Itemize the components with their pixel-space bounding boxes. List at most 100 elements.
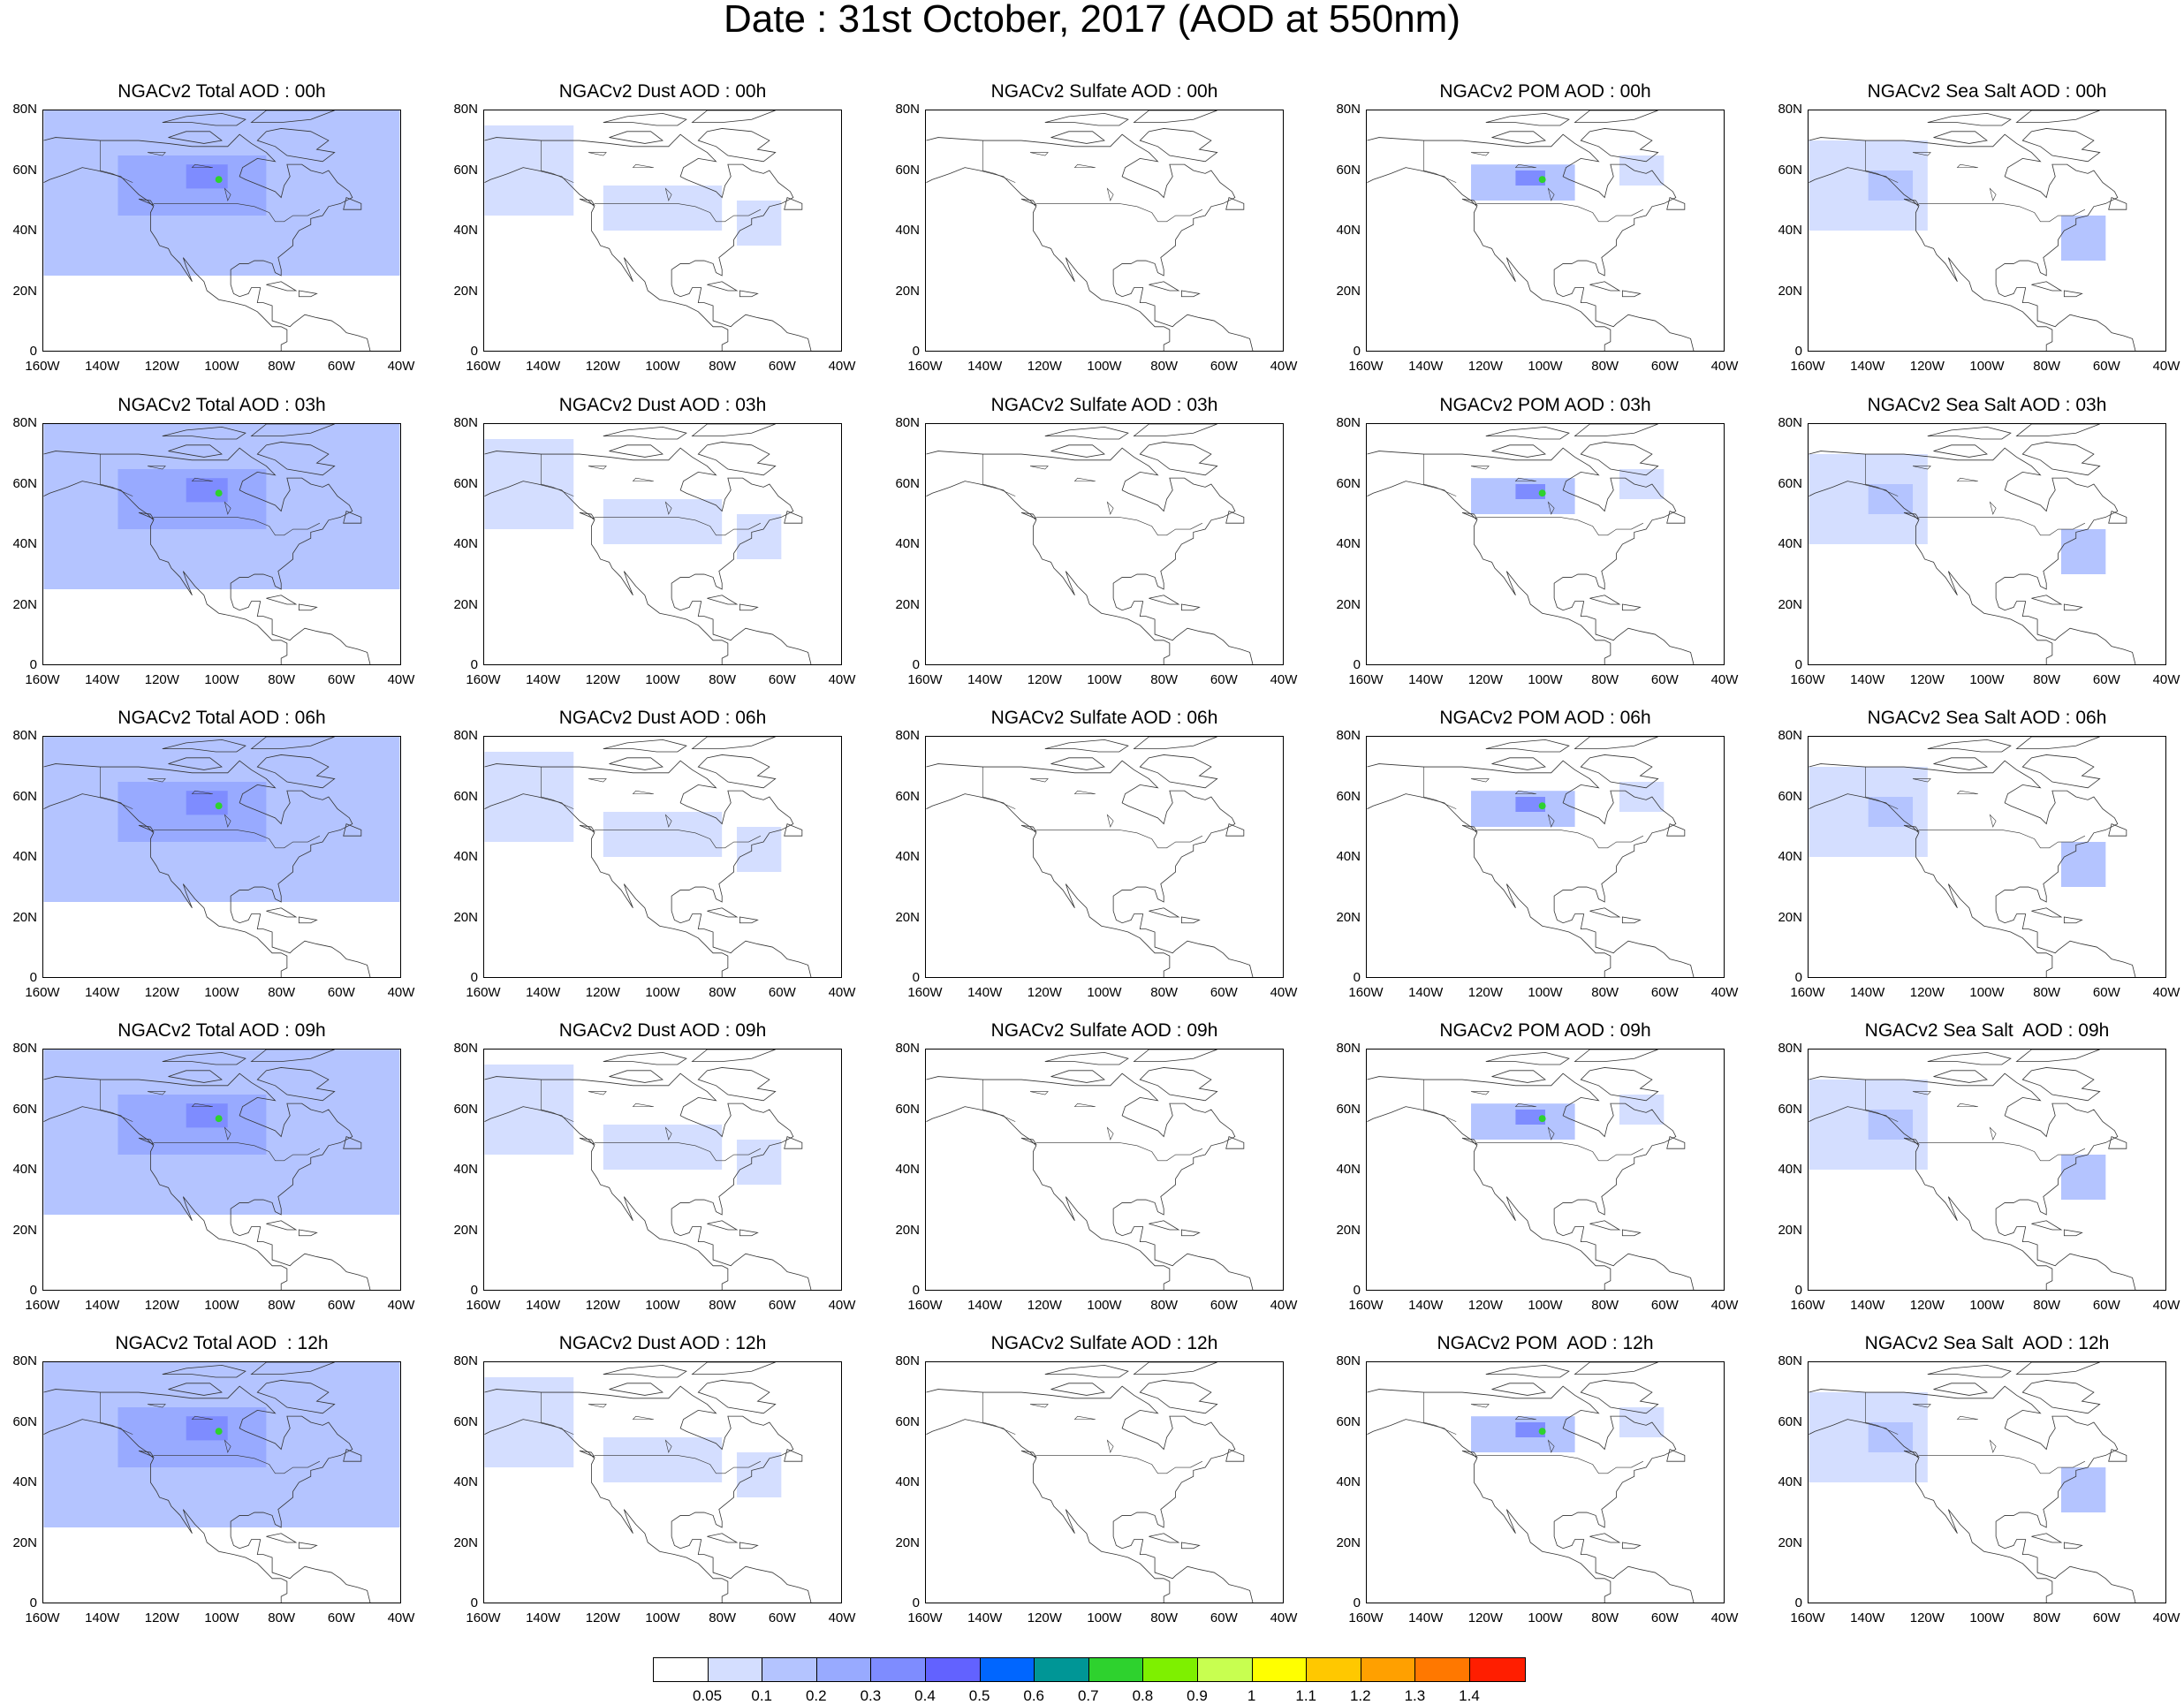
island-outline xyxy=(266,1220,298,1231)
colorbar-tick-label: 1.2 xyxy=(1349,1687,1371,1704)
lake-outline xyxy=(1073,790,1096,794)
alaska-border xyxy=(1423,1080,1457,1122)
map-frame xyxy=(1808,110,2166,352)
island-outline xyxy=(1574,110,1658,123)
x-tick-label: 160W xyxy=(907,672,943,687)
x-tick-label: 140W xyxy=(967,985,1003,1000)
coastline-east xyxy=(43,1072,371,1290)
colorbar-tick-label: 0.6 xyxy=(1023,1687,1045,1704)
island-outline xyxy=(168,444,223,458)
map-frame xyxy=(1366,110,1725,352)
island-outline xyxy=(1491,444,1546,458)
lake-outline xyxy=(1956,790,1978,794)
x-tick-label: 80W xyxy=(2033,985,2061,1000)
island-outline xyxy=(168,131,223,144)
y-tick-label: 40N xyxy=(12,849,37,864)
x-tick-label: 160W xyxy=(1790,1298,1825,1313)
y-tick-label: 40N xyxy=(453,223,478,238)
island-outline xyxy=(1050,131,1105,144)
island-outline xyxy=(1574,1362,1658,1375)
island-outline xyxy=(603,112,687,126)
map-frame xyxy=(42,110,401,352)
island-outline xyxy=(707,281,739,292)
y-tick-label: 60N xyxy=(1336,162,1361,178)
map-frame xyxy=(1808,1049,2166,1291)
island-outline xyxy=(2108,511,2127,524)
y-tick-label: 60N xyxy=(1336,1101,1361,1117)
alaska-border xyxy=(982,140,1016,183)
map-frame xyxy=(925,1361,1284,1603)
x-tick-label: 120W xyxy=(585,1610,620,1625)
island-outline xyxy=(343,1449,362,1462)
island-outline xyxy=(697,754,777,789)
aod-shading xyxy=(484,125,574,216)
lake-outline xyxy=(191,163,213,168)
x-tick-label: 60W xyxy=(2092,672,2120,687)
x-tick-label: 40W xyxy=(387,359,415,374)
us-canada-border xyxy=(1035,203,1203,223)
x-tick-label: 80W xyxy=(268,359,296,374)
y-tick-label: 20N xyxy=(1336,1222,1361,1238)
island-outline xyxy=(256,128,336,163)
coastline-east xyxy=(1367,447,1695,664)
x-tick-label: 60W xyxy=(1210,1298,1238,1313)
aod-shading xyxy=(484,1377,574,1467)
island-outline xyxy=(1933,444,1988,458)
x-tick-label: 100W xyxy=(1969,359,2005,374)
colorbar-box xyxy=(1035,1658,1089,1681)
lake-outline xyxy=(1912,778,1931,783)
island-outline xyxy=(168,757,223,770)
lake-outline xyxy=(1989,814,1997,828)
y-tick-label: 0 xyxy=(1794,657,1802,672)
x-tick-label: 40W xyxy=(2152,1298,2180,1313)
lake-outline xyxy=(147,152,166,156)
lake-outline xyxy=(1514,477,1536,481)
island-outline xyxy=(1133,1050,1217,1062)
x-tick-label: 140W xyxy=(85,985,120,1000)
map-frame xyxy=(42,736,401,978)
x-tick-label: 100W xyxy=(204,359,239,374)
y-tick-label: 20N xyxy=(1778,1222,1802,1238)
lake-outline xyxy=(1989,501,1997,515)
y-tick-label: 80N xyxy=(453,415,478,430)
lake-outline xyxy=(1989,187,1997,201)
x-tick-label: 160W xyxy=(466,1298,501,1313)
x-tick-label: 120W xyxy=(585,1298,620,1313)
us-canada-border xyxy=(153,1455,321,1474)
island-outline xyxy=(1149,1220,1180,1231)
alaska-border xyxy=(1423,767,1457,809)
lake-outline xyxy=(1470,466,1490,470)
x-tick-label: 140W xyxy=(1850,1298,1885,1313)
lake-outline xyxy=(147,1091,166,1095)
y-tick-label: 40N xyxy=(895,223,920,238)
island-outline xyxy=(1933,757,1988,770)
y-tick-label: 60N xyxy=(453,1101,478,1117)
us-canada-border xyxy=(153,830,321,849)
coastline-west xyxy=(484,1106,729,1290)
coastline-east xyxy=(1367,1385,1695,1603)
y-tick-label: 20N xyxy=(1336,283,1361,299)
x-tick-label: 40W xyxy=(387,672,415,687)
x-tick-label: 100W xyxy=(645,1298,680,1313)
x-tick-label: 140W xyxy=(85,672,120,687)
x-tick-label: 40W xyxy=(828,672,856,687)
island-outline xyxy=(1933,131,1988,144)
y-tick-label: 40N xyxy=(1336,223,1361,238)
us-canada-border xyxy=(594,203,762,223)
x-tick-label: 140W xyxy=(1408,1298,1444,1313)
y-tick-label: 60N xyxy=(895,1413,920,1429)
panel-title: NGACv2 POM AOD : 03h xyxy=(1439,395,1651,415)
island-outline xyxy=(1574,737,1658,749)
island-outline xyxy=(1461,198,1478,206)
lake-outline xyxy=(224,814,231,828)
x-tick-label: 80W xyxy=(268,1610,296,1625)
y-tick-label: 60N xyxy=(1336,788,1361,804)
island-outline xyxy=(1461,824,1478,832)
y-tick-label: 60N xyxy=(1778,1101,1802,1117)
island-outline xyxy=(1180,290,1201,298)
coastline-east xyxy=(484,133,812,351)
map-plot xyxy=(43,1362,400,1603)
island-outline xyxy=(739,916,759,924)
island-outline xyxy=(256,442,336,476)
alaska-border xyxy=(100,1080,133,1122)
